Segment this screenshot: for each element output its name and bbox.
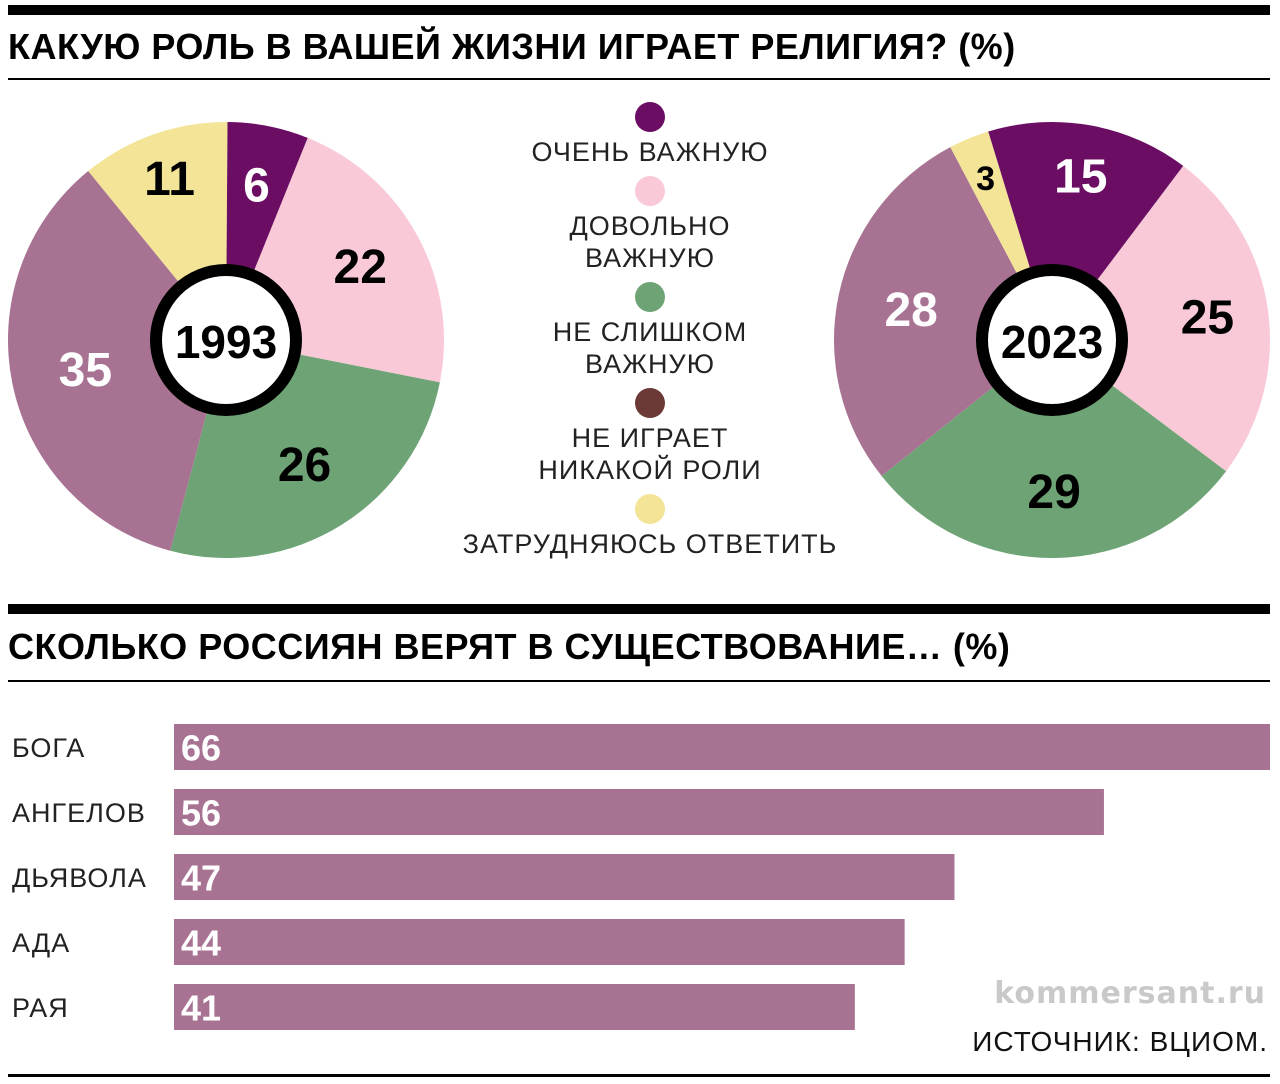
bar-value-label: 56	[181, 793, 221, 834]
legend-label: ЗАТРУДНЯЮСЬ ОТВЕТИТЬ	[462, 529, 838, 559]
pie-slice-label: 29	[1027, 466, 1080, 519]
legend-label: НЕ ИГРАЕТ НИКАКОЙ РОЛИ	[538, 423, 762, 485]
bar-category-label: РАЯ	[12, 993, 69, 1023]
pie-slice-label: 3	[976, 160, 995, 198]
pie-title-underline	[8, 78, 1270, 80]
pie-slice	[881, 340, 1227, 558]
pie-slice	[1052, 165, 1270, 472]
legend-swatch	[635, 282, 665, 312]
pie-slice-label: 15	[1054, 150, 1107, 203]
legend-item-very-important: ОЧЕНЬ ВАЖНУЮ	[440, 102, 860, 168]
bar-title-underline	[8, 680, 1270, 682]
legend-label: ДОВОЛЬНО ВАЖНУЮ	[569, 211, 731, 273]
legend-label: ОЧЕНЬ ВАЖНУЮ	[531, 137, 769, 167]
bar	[174, 724, 1270, 770]
pie-1993: 22 26 35 11 6 1993	[8, 122, 445, 558]
legend-item-fairly-important: ДОВОЛЬНО ВАЖНУЮ	[440, 176, 860, 274]
bar-value-label: 44	[181, 923, 221, 964]
bar-category-label: АНГЕЛОВ	[12, 798, 146, 828]
bar-value-label: 66	[181, 728, 221, 769]
pie-center-year: 2023	[1001, 316, 1103, 368]
pie-2023: 25 29 28 3 15 2023	[834, 121, 1270, 558]
pie-center-ring	[976, 264, 1128, 416]
pie-slice-label: 26	[278, 439, 331, 492]
legend-swatch	[635, 388, 665, 418]
bar	[174, 854, 955, 900]
bar-value-label: 41	[181, 988, 221, 1029]
pie-slice	[8, 171, 226, 551]
pie-slice-label: 6	[243, 160, 270, 213]
pie-section-title: КАКУЮ РОЛЬ В ВАШЕЙ ЖИЗНИ ИГРАЕТ РЕЛИГИЯ?…	[8, 26, 1016, 67]
legend-swatch	[635, 102, 665, 132]
bar	[174, 789, 1104, 835]
source-note: ИСТОЧНИК: ВЦИОМ.	[972, 1026, 1268, 1057]
bar	[174, 919, 905, 965]
pie-center-ring	[150, 264, 302, 416]
pie-slice-label: 25	[1181, 292, 1234, 345]
legend-swatch	[635, 494, 665, 524]
bar-category-label: БОГА	[12, 733, 85, 763]
pie-slice-label: 11	[144, 153, 195, 206]
pie-center-year: 1993	[175, 316, 277, 368]
bar-section-title: СКОЛЬКО РОССИЯН ВЕРЯТ В СУЩЕСТВОВАНИЕ… (…	[8, 626, 1011, 667]
legend-item-not-very-important: НЕ СЛИШКОМ ВАЖНУЮ	[440, 282, 860, 380]
bar-category-label: ДЬЯВОЛА	[12, 863, 147, 893]
bottom-rule	[8, 1074, 1270, 1077]
middle-rule	[8, 604, 1270, 614]
legend-label: НЕ СЛИШКОМ ВАЖНУЮ	[552, 317, 748, 379]
pie-slice-label: 28	[884, 284, 937, 337]
bar	[174, 984, 855, 1030]
pie-slice-label: 35	[59, 344, 112, 397]
bar-chart: БОГА 66 АНГЕЛОВ 56 ДЬЯВОЛА 47 АДА 44 РАЯ 41	[12, 724, 1270, 1030]
pie-slice-label: 22	[334, 241, 387, 294]
pie-charts: 22 26 35 11 6 1993 25 29 28 3 15 2023	[8, 121, 1270, 558]
legend-item-no-role: НЕ ИГРАЕТ НИКАКОЙ РОЛИ	[440, 388, 860, 486]
watermark: kommersant.ru	[994, 976, 1266, 1011]
legend-item-hard-to-say: ЗАТРУДНЯЮСЬ ОТВЕТИТЬ	[440, 494, 860, 560]
legend-swatch	[635, 176, 665, 206]
pie-slice	[834, 147, 1052, 477]
bar-value-label: 47	[181, 858, 221, 899]
top-rule	[8, 5, 1270, 15]
bar-category-label: АДА	[12, 928, 70, 958]
